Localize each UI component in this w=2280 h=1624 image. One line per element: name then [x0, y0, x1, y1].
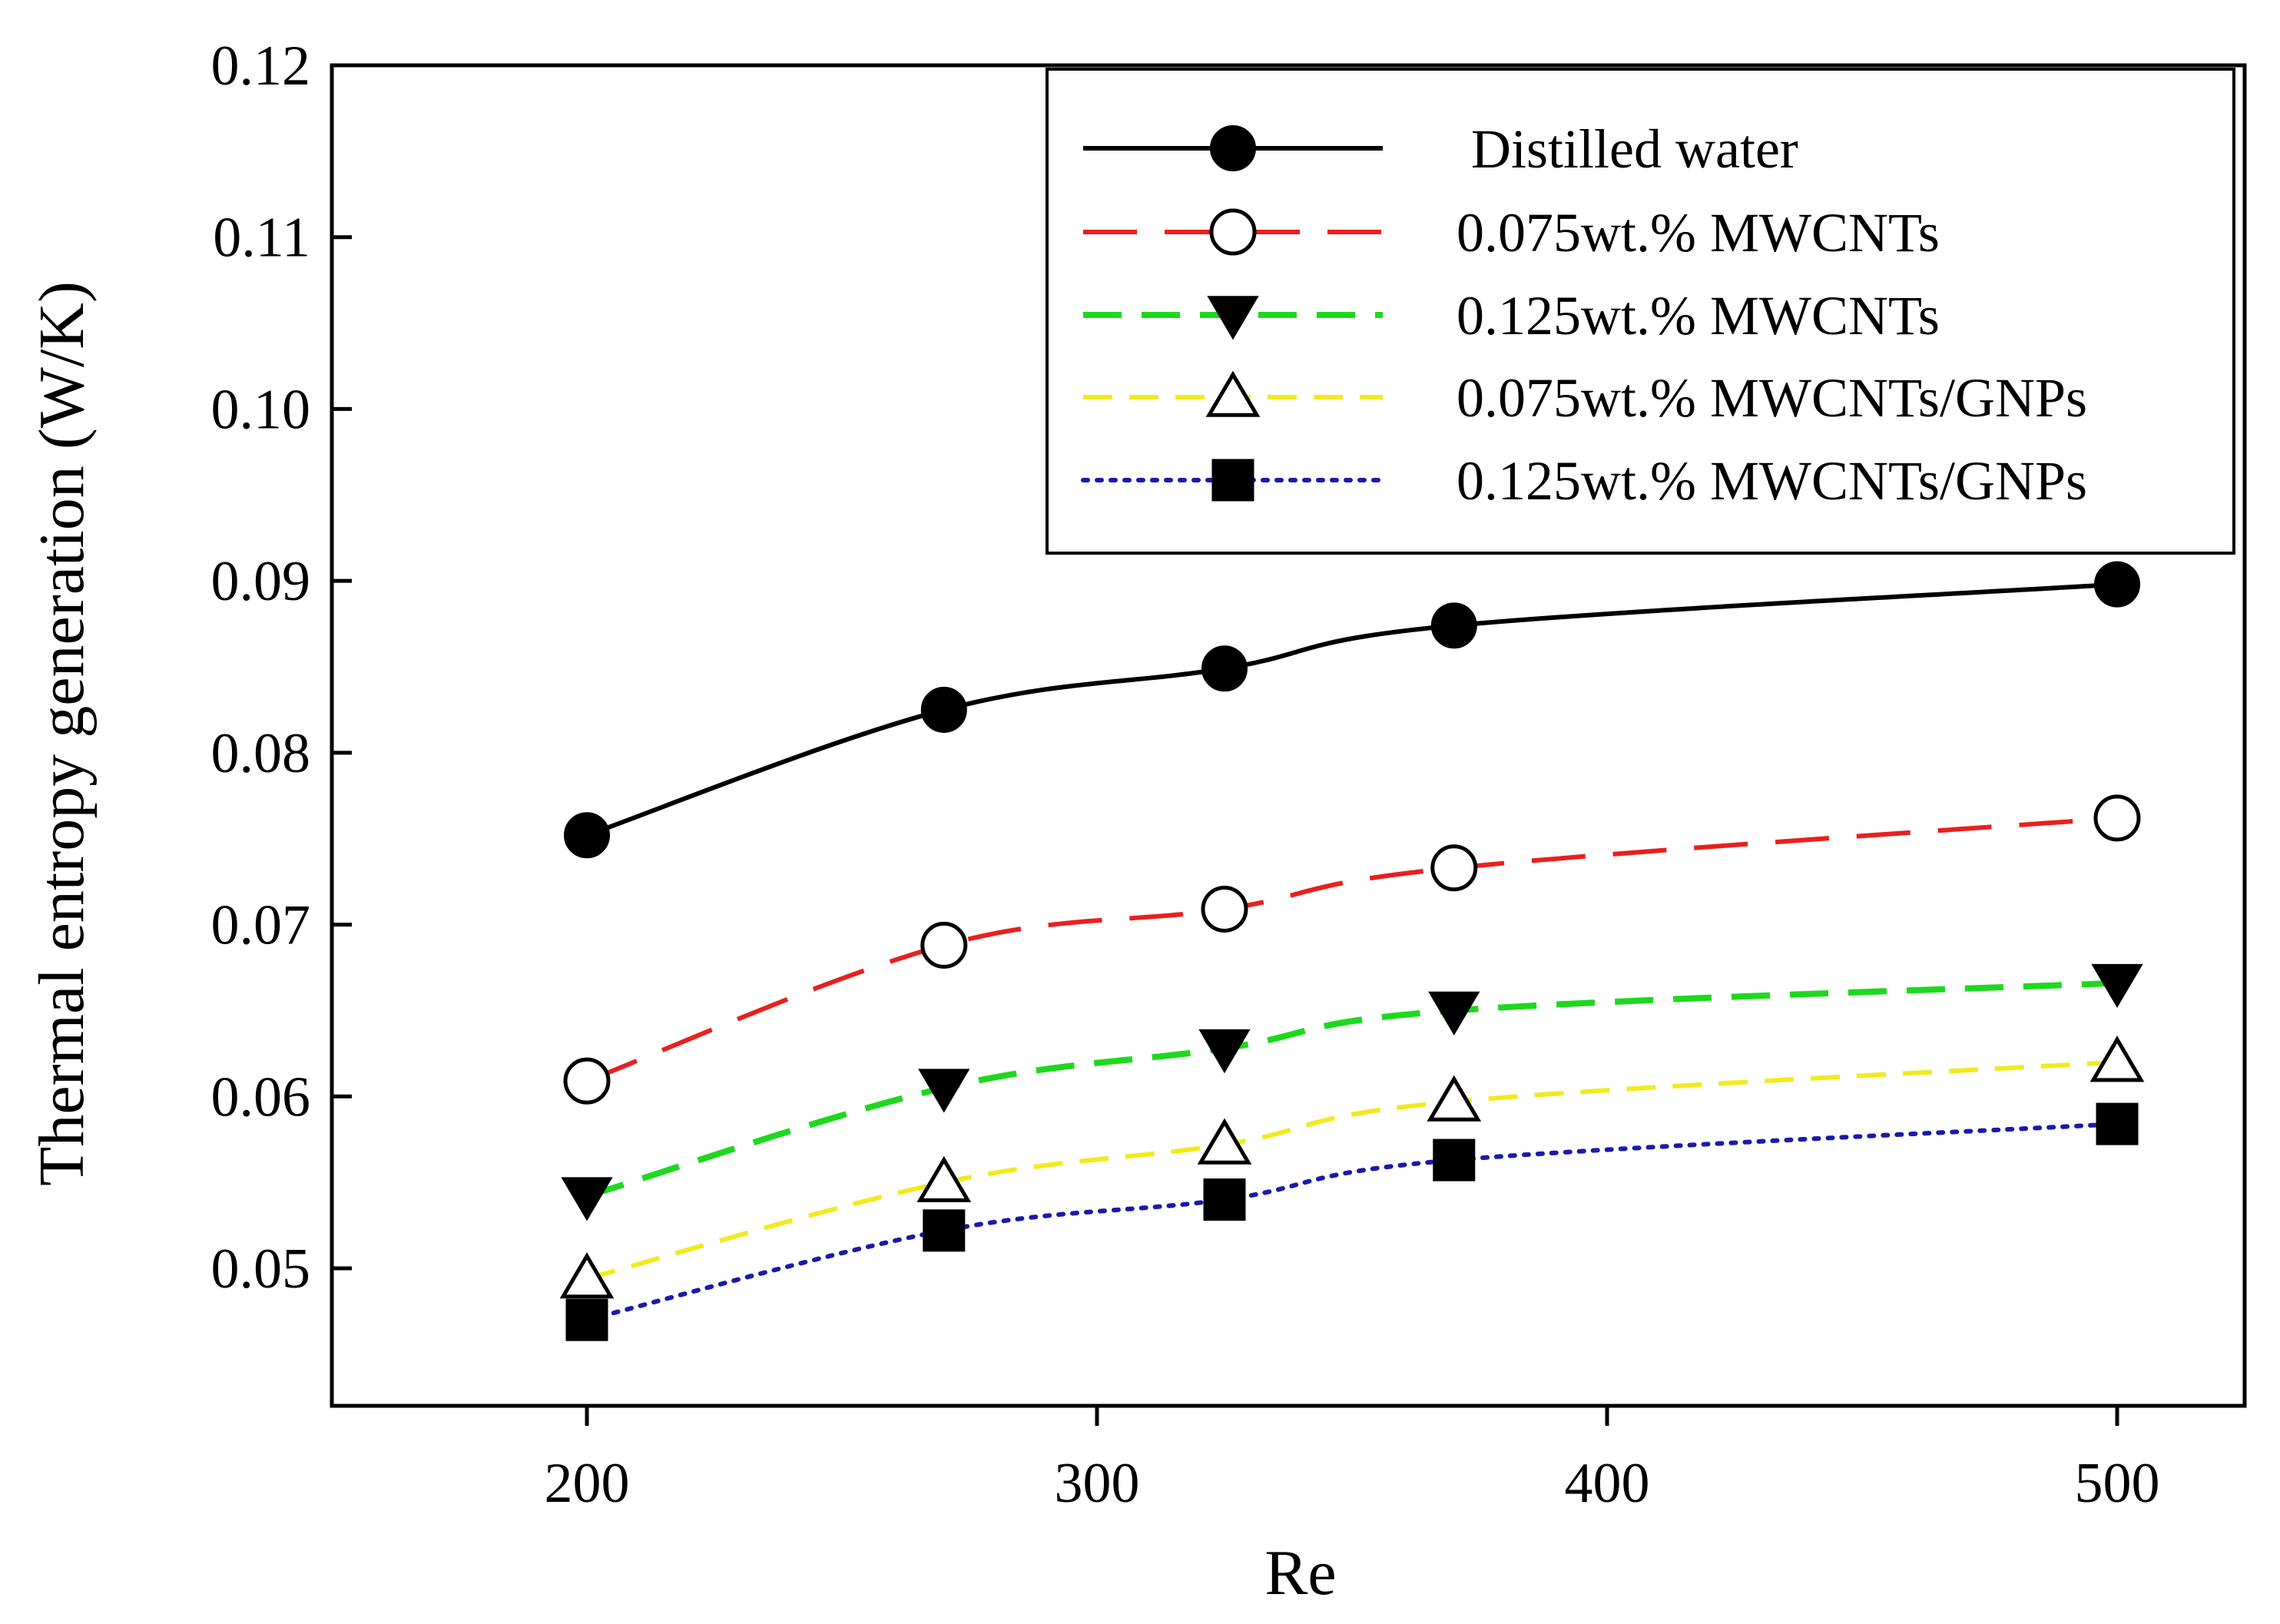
data-point — [1433, 1138, 1476, 1182]
x-tick-label: 200 — [545, 1452, 630, 1515]
data-point — [1428, 991, 1480, 1036]
x-tick-label: 500 — [2075, 1452, 2160, 1515]
y-tick-label: 0.08 — [211, 722, 311, 785]
y-tick-label: 0.06 — [211, 1066, 311, 1129]
data-point — [916, 1155, 972, 1202]
series-line — [585, 979, 2118, 1199]
legend-marker — [1205, 370, 1261, 417]
y-tick-label: 0.12 — [211, 35, 311, 98]
data-point — [2091, 963, 2143, 1009]
data-point — [564, 812, 610, 859]
data-point — [1197, 1118, 1252, 1165]
data-point — [2096, 1102, 2139, 1145]
data-point — [920, 921, 968, 969]
plot-frame — [330, 63, 2247, 1408]
legend-marker — [1209, 208, 1257, 256]
y-axis-title: Thermal entropy generation (W/K) — [26, 281, 98, 1186]
series-layer — [559, 561, 2145, 1341]
legend-marker — [1211, 459, 1254, 502]
data-point — [920, 686, 967, 733]
x-tick-label: 300 — [1055, 1452, 1140, 1515]
series-line — [586, 582, 2118, 838]
y-tick-label: 0.10 — [211, 378, 311, 441]
series-1 — [564, 561, 2140, 859]
data-point — [918, 1069, 970, 1113]
legend-marker — [1210, 125, 1256, 171]
data-point — [1201, 885, 1248, 933]
legend-marker — [1207, 296, 1259, 340]
legend: Distilled water 0.075wt.% MWCNTs 0.125wt.%… — [1046, 68, 2235, 555]
x-axis-title: Re — [1264, 1537, 1336, 1609]
series-2 — [563, 794, 2141, 1105]
legend-label: Distilled water — [1471, 118, 1798, 180]
y-tick-label: 0.09 — [211, 550, 311, 613]
data-point — [1430, 602, 1477, 649]
y-tick-label: 0.11 — [213, 207, 310, 270]
y-tick-label: 0.05 — [211, 1238, 311, 1301]
series-4 — [559, 1036, 2145, 1299]
legend-label: 0.125wt.% MWCNTs — [1456, 285, 1940, 346]
data-point — [2094, 561, 2140, 608]
data-point — [565, 1298, 608, 1341]
data-point — [1198, 1029, 1251, 1074]
data-point — [563, 1057, 611, 1105]
legend-label: 0.075wt.% MWCNTs — [1456, 202, 1940, 263]
data-point — [1201, 645, 1248, 692]
data-point — [1203, 1178, 1246, 1221]
y-tick-label: 0.07 — [211, 894, 311, 957]
series-line — [586, 1059, 2118, 1281]
data-point — [1430, 844, 1478, 892]
series-5 — [565, 1102, 2139, 1341]
legend-label: 0.075wt.% MWCNTs/GNPs — [1456, 367, 2087, 429]
series-3 — [561, 963, 2143, 1221]
data-point — [923, 1209, 966, 1252]
axes-layer: 0.05 0.06 0.07 0.08 0.09 0.10 0.11 0.12 200 300 40… — [211, 35, 2247, 1515]
series-line — [585, 1122, 2119, 1323]
data-point — [561, 1177, 613, 1221]
data-point — [559, 1252, 615, 1299]
data-point — [2089, 1036, 2145, 1082]
data-point — [2093, 794, 2141, 842]
data-point — [1427, 1075, 1482, 1122]
legend-label: 0.125wt.% MWCNTs/GNPs — [1456, 450, 2087, 512]
series-line — [585, 815, 2118, 1083]
x-tick-label: 400 — [1565, 1452, 1650, 1515]
